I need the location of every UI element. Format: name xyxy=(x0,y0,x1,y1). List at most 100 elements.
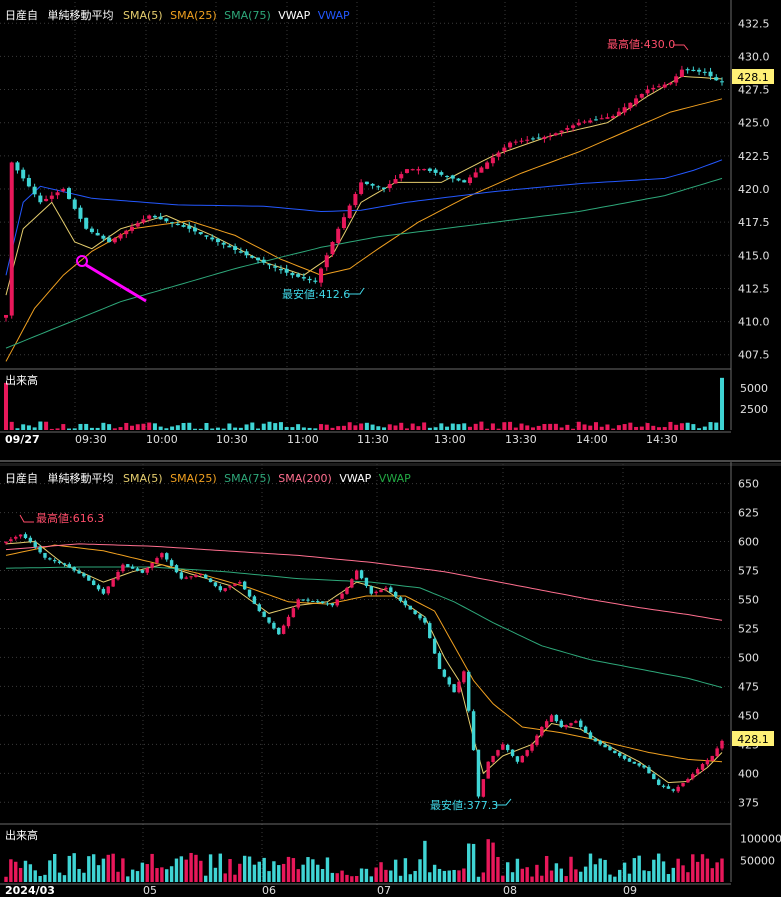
bot-volume-bar xyxy=(710,868,714,882)
bot-volume-bar xyxy=(705,858,710,882)
bot-volume-bar xyxy=(111,853,115,882)
bot-volume-bar xyxy=(213,867,218,882)
bot-volume-bar xyxy=(359,868,364,882)
bot-candle-body xyxy=(510,749,515,756)
top-volume-bar xyxy=(553,423,558,430)
top-volume-bar xyxy=(15,428,20,430)
bot-candle-body xyxy=(715,748,719,757)
top-volume-bar xyxy=(284,427,289,430)
top-volume-bar xyxy=(370,424,375,430)
bot-candle-body xyxy=(452,684,456,693)
top-candle-body xyxy=(112,238,117,243)
bot-volume-bar xyxy=(301,864,305,882)
top-candle-body xyxy=(685,69,690,71)
bot-candle-body xyxy=(540,726,544,736)
bot-candle-body xyxy=(535,735,539,746)
bot-volume-bar xyxy=(486,839,490,882)
bot-candle-body xyxy=(476,749,481,797)
top-volume-bar xyxy=(588,425,593,430)
bot-volume-bar xyxy=(33,870,37,882)
bot-volume-bar xyxy=(608,874,612,882)
bot-volume-bar xyxy=(691,854,695,882)
bot-volume-bar xyxy=(403,858,408,882)
top-volume-bar xyxy=(565,424,570,430)
top-candlesticks xyxy=(3,65,725,322)
top-candle-body xyxy=(84,217,89,229)
bot-volume-bar xyxy=(583,866,588,882)
bot-volume-bar xyxy=(199,860,203,882)
top-candle-body xyxy=(3,314,9,318)
bot-candle-body xyxy=(218,586,223,591)
bottom-price-tag-text: 428.1 xyxy=(737,733,769,746)
top-candle-body xyxy=(582,121,587,123)
top-line-vwap_top xyxy=(5,159,723,276)
bot-candle-body xyxy=(384,587,388,590)
top-volume-bar xyxy=(89,427,94,430)
bot-candle-body xyxy=(281,625,286,634)
panel-separator[interactable] xyxy=(0,460,781,462)
top-candle-body xyxy=(445,176,450,178)
top-candle-body xyxy=(668,82,673,85)
bottom-legend-symbol: 日産自 xyxy=(5,472,38,485)
bot-candle-body xyxy=(179,572,184,579)
bot-volume-bar xyxy=(4,876,8,882)
bot-volume-bar xyxy=(354,875,359,882)
bot-volume-bar xyxy=(457,870,461,882)
top-volume-bar xyxy=(668,421,673,430)
top-volume-bar xyxy=(261,423,266,430)
bot-candle-body xyxy=(48,558,52,560)
bot-candle-body xyxy=(38,547,42,553)
top-volume-bar xyxy=(187,422,192,430)
top-candle-body xyxy=(107,237,112,243)
bot-volume-bar xyxy=(9,859,13,882)
bot-candle-body xyxy=(544,721,549,728)
annotation-arrow-line[interactable] xyxy=(85,263,147,303)
bot-volume-bar xyxy=(43,874,47,882)
top-volume-bar xyxy=(324,424,329,430)
bot-candle-body xyxy=(301,599,305,601)
top-line-sma5 xyxy=(5,75,723,296)
bot-volume-bar xyxy=(666,874,671,882)
bot-candle-body xyxy=(28,537,33,542)
bot-volume-tick-label: 50000 xyxy=(740,854,775,867)
bot-candle-body xyxy=(257,604,261,612)
top-legend-vwap-label: VWAP xyxy=(278,9,310,22)
bot-volume-bar xyxy=(671,867,675,882)
bot-candle-body xyxy=(627,758,632,762)
bot-candle-body xyxy=(277,627,281,635)
top-x-tick-label: 13:30 xyxy=(505,433,537,446)
bot-candle-body xyxy=(457,681,461,693)
bot-volume-bar xyxy=(574,869,578,882)
top-x-tick-label: 13:00 xyxy=(434,433,466,446)
bot-volume-bar xyxy=(140,862,145,882)
bot-candle-body xyxy=(252,596,257,604)
bot-candle-body xyxy=(554,714,559,722)
bot-volume-bar xyxy=(369,876,374,882)
top-volume-bar xyxy=(376,426,381,430)
bot-volume-bar xyxy=(686,872,690,882)
top-candle-body xyxy=(38,195,43,203)
top-volume-bar xyxy=(719,377,725,430)
bot-volume-bar xyxy=(345,874,349,882)
bottom-volume-axis-labels: 50000 100000 xyxy=(740,833,781,868)
top-volume-bar xyxy=(605,424,610,430)
top-candle-body xyxy=(450,175,455,179)
top-volume-bar xyxy=(221,428,226,430)
bot-volume-bar xyxy=(286,856,291,882)
bot-candle-body xyxy=(569,723,573,726)
top-volume-bar xyxy=(296,424,301,430)
top-volume-bar xyxy=(473,423,478,430)
bot-volume-bar xyxy=(155,868,159,882)
top-volume-bar xyxy=(445,426,450,430)
top-volume-bar xyxy=(382,427,387,430)
bot-candle-body xyxy=(471,711,476,751)
top-candle-body xyxy=(301,277,306,279)
bottom-price-tag xyxy=(732,731,774,746)
top-candle-body xyxy=(290,272,295,276)
bottom-candlesticks xyxy=(4,532,724,799)
bot-candle-body xyxy=(530,744,534,751)
bot-volume-bar xyxy=(379,862,383,882)
annotation-circle[interactable] xyxy=(76,255,88,267)
top-y-tick-label: 425.0 xyxy=(738,117,770,130)
top-x-tick-label: 11:30 xyxy=(357,433,389,446)
